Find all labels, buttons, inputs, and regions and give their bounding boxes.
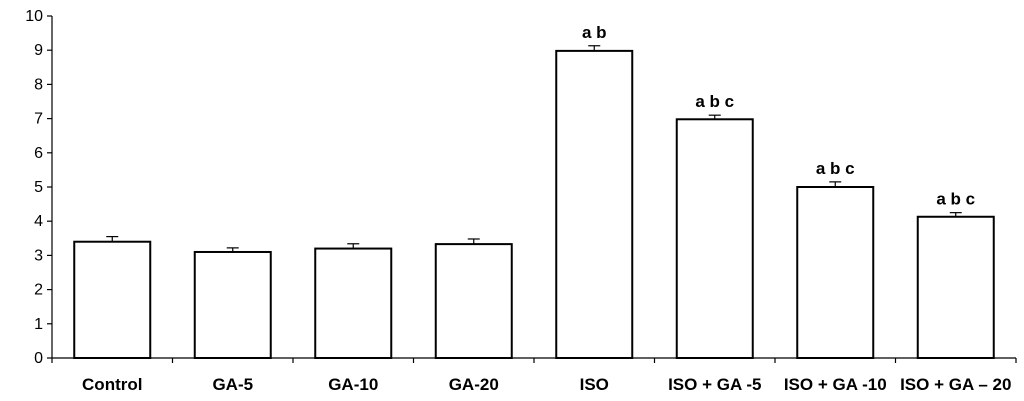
category-label-2: GA-10 — [328, 375, 378, 394]
bar-5 — [675, 118, 754, 359]
bar-2 — [314, 247, 393, 359]
annotation-4: a b — [582, 23, 607, 42]
bar-1 — [193, 250, 272, 359]
y-axis: 0 1 2 3 4 5 6 7 8 9 10 — [25, 8, 53, 367]
category-label-7: ISO + GA – 20 — [900, 375, 1011, 394]
bars — [73, 49, 995, 359]
significance-annotations: a b a b c a b c a b c — [582, 23, 975, 209]
y-tick-label: 0 — [34, 350, 43, 367]
bar-7 — [916, 215, 995, 359]
y-tick-label: 3 — [34, 247, 43, 264]
bar-6 — [796, 186, 875, 359]
category-label-0: Control — [82, 375, 142, 394]
y-tick-label: 6 — [34, 145, 43, 162]
bar-0 — [73, 240, 152, 359]
category-label-6: ISO + GA -10 — [784, 375, 887, 394]
y-tick-label: 1 — [34, 316, 43, 333]
annotation-5: a b c — [695, 92, 734, 111]
category-label-5: ISO + GA -5 — [668, 375, 761, 394]
category-label-1: GA-5 — [212, 375, 253, 394]
y-tick-label: 10 — [25, 8, 43, 25]
y-tick-label: 9 — [34, 42, 43, 59]
bar-3 — [434, 243, 513, 359]
category-label-4: ISO — [580, 375, 609, 394]
y-tick-label: 7 — [34, 111, 43, 128]
bar-4 — [555, 49, 634, 359]
annotation-6: a b c — [816, 159, 855, 178]
y-tick-label: 4 — [34, 213, 43, 230]
category-labels: Control GA-5 GA-10 GA-20 ISO ISO + GA -5 ISO +… — [82, 375, 1011, 394]
error-bars — [106, 45, 962, 252]
category-label-3: GA-20 — [449, 375, 499, 394]
annotation-7: a b c — [936, 190, 975, 209]
y-tick-label: 8 — [34, 76, 43, 93]
y-tick-label: 2 — [34, 282, 43, 299]
y-tick-label: 5 — [34, 179, 43, 196]
